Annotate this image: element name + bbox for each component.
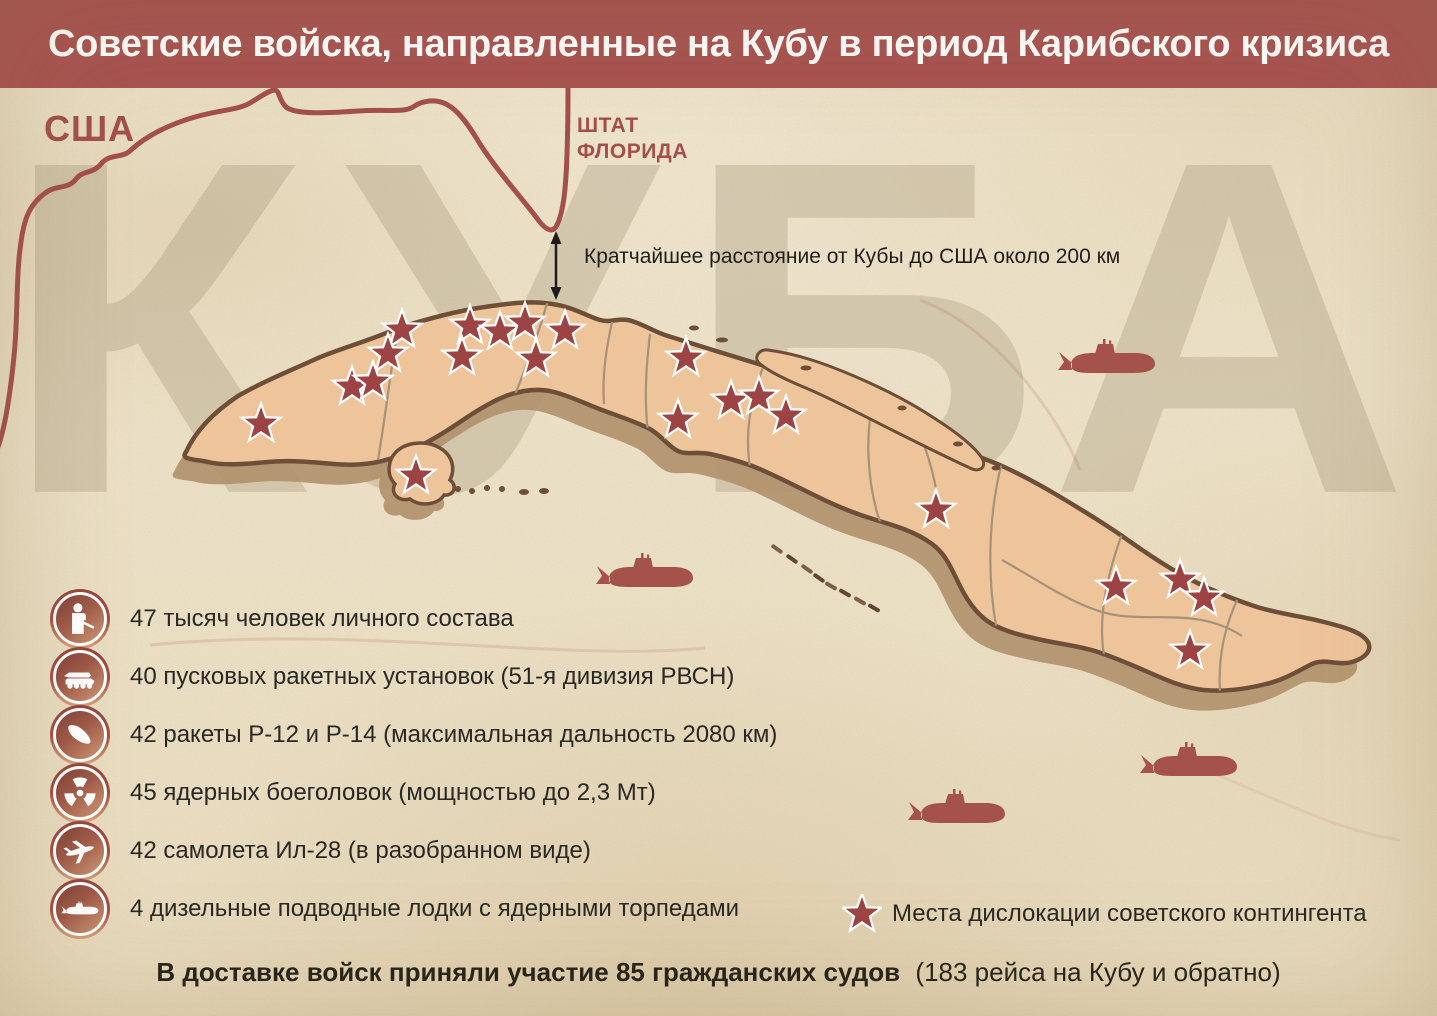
legend-item-label: 42 ракеты Р-12 и Р-14 (максимальная даль… — [130, 721, 778, 748]
distance-arrow — [550, 231, 562, 300]
launcher-icon — [50, 647, 110, 707]
star-icon — [842, 894, 882, 934]
radiation-icon — [50, 763, 110, 823]
usa-label: США — [44, 108, 136, 149]
florida-label: ШТАТ ФЛОРИДА — [577, 113, 688, 164]
stats-legend: 47 тысяч человек личного состава 40 пуск… — [50, 589, 778, 939]
legend-item-label: 42 самолета Ил-28 (в разобранном виде) — [130, 837, 591, 864]
footer-note: В доставке войск приняли участие 85 граж… — [0, 957, 1437, 988]
legend-item-personnel: 47 тысяч человек личного состава — [50, 589, 777, 649]
aircraft-icon — [50, 821, 110, 881]
legend-item-aircraft: 42 самолета Ил-28 (в разобранном виде) — [50, 821, 777, 881]
small-cays — [455, 325, 1001, 613]
legend-item-label: 47 тысяч человек личного состава — [130, 605, 514, 632]
florida-coastline — [0, 83, 571, 449]
legend-item-launchers: 40 пусковых ракетных установок (51-я див… — [50, 647, 777, 707]
footer-regular-text: (183 рейса на Кубу и обратно) — [915, 957, 1281, 987]
legend-item-warheads: 45 ядерных боеголовок (мощностью до 2,3 … — [50, 763, 777, 823]
soldier-icon — [50, 589, 110, 649]
legend-item-missiles: 42 ракеты Р-12 и Р-14 (максимальная даль… — [50, 705, 778, 765]
florida-label-line1: ШТАТ — [577, 114, 639, 137]
florida-label-line2: ФЛОРИДА — [577, 139, 688, 163]
legend-item-label: 4 дизельные подводные лодки с ядерными т… — [130, 895, 739, 922]
legend-item-label: 40 пусковых ракетных установок (51-я див… — [130, 663, 735, 690]
header-bar: Советские войска, направленные на Кубу в… — [0, 0, 1437, 88]
distance-note: Кратчайшее расстояние от Кубы до США око… — [584, 245, 1121, 268]
page-title: Советские войска, направленные на Кубу в… — [47, 22, 1390, 65]
star-legend-label: Места дислокации советского контингента — [892, 900, 1367, 927]
missile-icon — [50, 705, 110, 765]
footer-bold-text: В доставке войск приняли участие 85 граж… — [156, 957, 901, 987]
legend-item-submarines: 4 дизельные подводные лодки с ядерными т… — [50, 879, 777, 939]
legend-item-label: 45 ядерных боеголовок (мощностью до 2,3 … — [130, 779, 656, 806]
star-legend: Места дислокации советского контингента — [842, 894, 1367, 934]
submarine-icon — [50, 879, 110, 939]
